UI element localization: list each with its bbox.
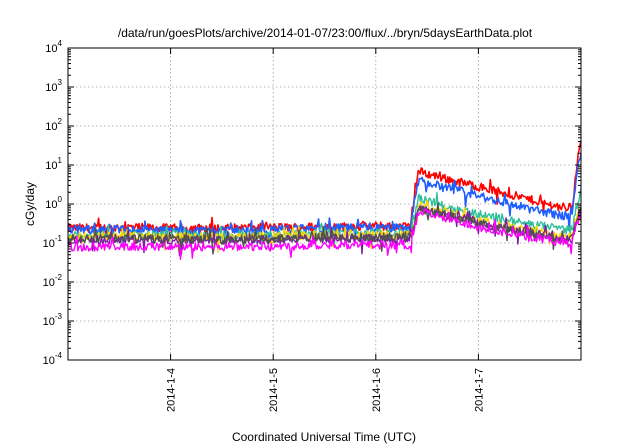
y-tick-label: 10-1	[43, 234, 63, 250]
y-tick-label: 10-4	[43, 351, 63, 367]
x-tick-labels: 2014-1-4 2014-1-5 2014-1-6 2014-1-7	[166, 368, 486, 412]
y-tick-label: 104	[45, 39, 62, 55]
x-tick-label: 2014-1-7	[473, 368, 485, 412]
grid	[68, 48, 581, 360]
y-tick-label: 10-2	[43, 273, 63, 289]
x-tick-label: 2014-1-4	[166, 368, 178, 412]
y-tick-label: 103	[45, 78, 62, 94]
y-tick-label: 102	[45, 117, 62, 133]
x-tick-label: 2014-1-6	[371, 368, 383, 412]
axis-ticks	[68, 47, 581, 361]
chart-title: /data/run/goesPlots/archive/2014-01-07/2…	[118, 26, 533, 40]
y-tick-label: 100	[45, 195, 62, 211]
y-tick-label: 10-3	[43, 312, 63, 328]
series-line-7	[67, 208, 582, 260]
x-tick-label: 2014-1-5	[268, 368, 280, 412]
y-tick-label: 101	[45, 156, 62, 172]
series-group	[67, 140, 582, 260]
x-axis-label: Coordinated Universal Time (UTC)	[232, 430, 416, 444]
y-tick-labels: 10-4 10-3 10-2 10-1 100 101 102 103 104	[43, 39, 63, 367]
y-axis-label: cGy/day	[23, 182, 37, 226]
